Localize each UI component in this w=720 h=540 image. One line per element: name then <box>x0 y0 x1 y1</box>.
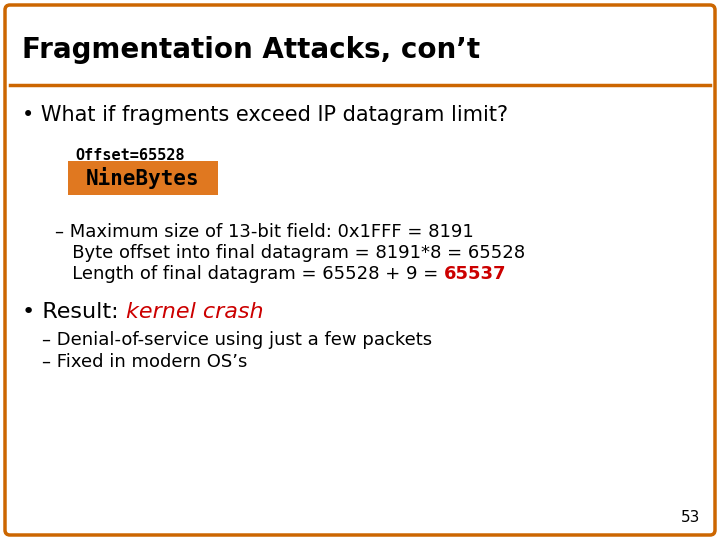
FancyBboxPatch shape <box>5 5 715 535</box>
Text: Length of final datagram = 65528 + 9 =: Length of final datagram = 65528 + 9 = <box>55 265 444 283</box>
Text: – Denial-of-service using just a few packets: – Denial-of-service using just a few pac… <box>42 331 432 349</box>
Text: Byte offset into final datagram = 8191*8 = 65528: Byte offset into final datagram = 8191*8… <box>55 244 525 262</box>
Text: – Fixed in modern OS’s: – Fixed in modern OS’s <box>42 353 248 371</box>
Text: 53: 53 <box>680 510 700 525</box>
Text: – Maximum size of 13-bit field: 0x1FFF = 8191: – Maximum size of 13-bit field: 0x1FFF =… <box>55 223 474 241</box>
Text: Fragmentation Attacks, con’t: Fragmentation Attacks, con’t <box>22 36 480 64</box>
Bar <box>68 161 218 195</box>
Text: • Result:: • Result: <box>22 302 126 322</box>
Text: • What if fragments exceed IP datagram limit?: • What if fragments exceed IP datagram l… <box>22 105 508 125</box>
Text: NineBytes: NineBytes <box>86 167 200 189</box>
Text: Offset=65528: Offset=65528 <box>75 147 184 163</box>
Text: 65537: 65537 <box>444 265 506 283</box>
Text: kernel crash: kernel crash <box>126 302 264 322</box>
